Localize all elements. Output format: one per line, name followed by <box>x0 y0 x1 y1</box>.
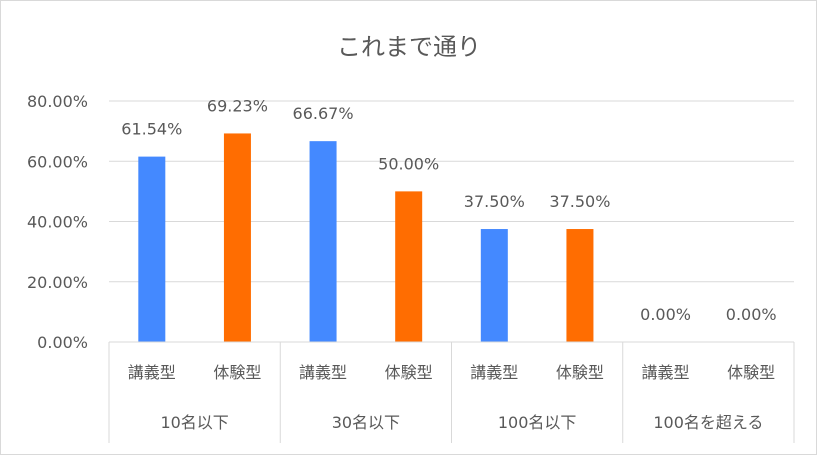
chart-title: これまで通り <box>337 33 481 61</box>
x-subcategory-label: 講義型 <box>299 363 347 382</box>
x-subcategory-label: 体験型 <box>385 363 433 382</box>
data-labels: 61.54% 69.23% 66.67% 50.00% 37.50% 37.50% 0.00… <box>121 96 776 324</box>
bar <box>480 229 508 342</box>
bar <box>223 133 251 342</box>
bar <box>309 141 337 342</box>
x-subcategory-label: 講義型 <box>128 363 176 382</box>
x-group-label: 10名以下 <box>160 413 228 432</box>
x-subcategory-label: 体験型 <box>727 363 775 382</box>
x-subcategory-label: 講義型 <box>642 363 690 382</box>
data-label: 37.50% <box>464 192 525 211</box>
data-label: 61.54% <box>121 120 182 139</box>
x-subcategory-label: 体験型 <box>213 363 261 382</box>
y-tick-label: 40.00% <box>27 213 88 232</box>
bar <box>566 229 594 342</box>
gridlines <box>109 100 794 283</box>
data-label: 0.00% <box>726 305 777 324</box>
data-label: 66.67% <box>293 104 354 123</box>
x-axis: 講義型 体験型 10名以下 講義型 体験型 30名以下 講義型 体験型 100名以下 講義型 体験型… <box>108 341 795 443</box>
data-label: 50.00% <box>378 154 439 173</box>
bar <box>138 156 166 342</box>
x-subcategory-label: 講義型 <box>470 363 518 382</box>
y-tick-label: 80.00% <box>27 92 88 111</box>
y-axis-ticks: 0.00% 20.00% 40.00% 60.00% 80.00% <box>27 92 88 352</box>
y-tick-label: 20.00% <box>27 273 88 292</box>
data-label: 69.23% <box>207 96 268 115</box>
data-label: 37.50% <box>549 192 610 211</box>
bars <box>138 133 594 342</box>
x-group-label: 100名以下 <box>498 413 577 432</box>
data-label: 0.00% <box>640 305 691 324</box>
x-subcategory-label: 体験型 <box>556 363 604 382</box>
y-tick-label: 0.00% <box>37 333 88 352</box>
x-group-label: 30名以下 <box>332 413 400 432</box>
y-tick-label: 60.00% <box>27 152 88 171</box>
bar <box>395 191 423 342</box>
x-group-label: 100名を超える <box>653 413 763 432</box>
